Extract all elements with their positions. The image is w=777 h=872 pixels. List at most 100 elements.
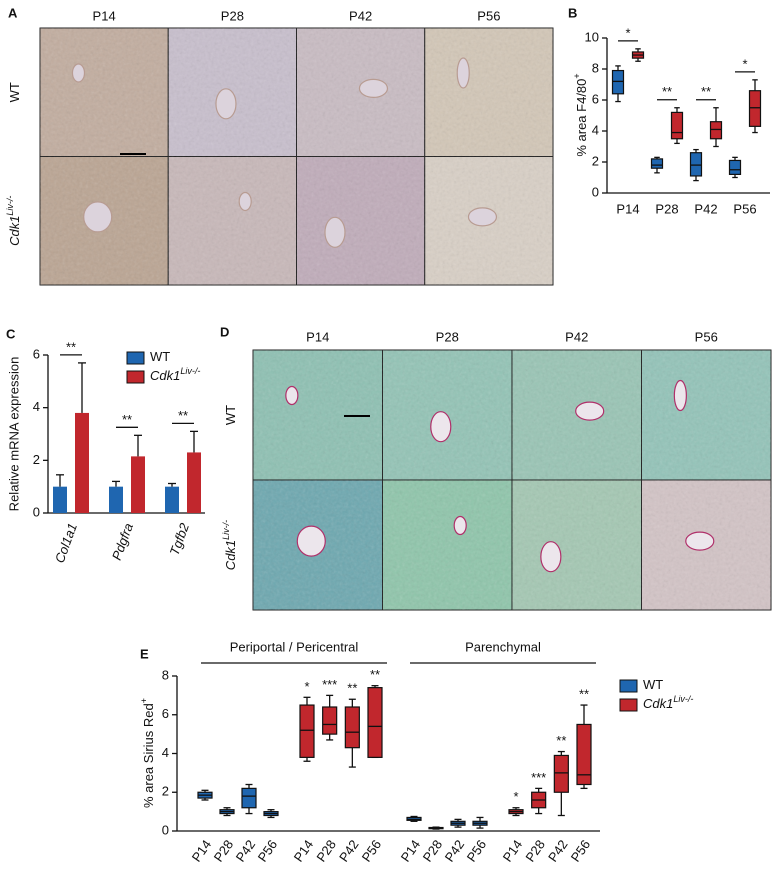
y-tick-label: 4 bbox=[592, 122, 599, 137]
vessel bbox=[453, 515, 467, 536]
x-tick-label: P14 bbox=[189, 837, 215, 865]
micrograph-texture bbox=[296, 156, 425, 285]
column-label: P56 bbox=[695, 329, 718, 344]
y-axis-label-base: % area F4/80 bbox=[574, 79, 589, 157]
legend-label-base: WT bbox=[150, 349, 170, 364]
box bbox=[748, 90, 762, 127]
legend-swatch bbox=[126, 370, 145, 384]
legend-label-base: Cdk1 bbox=[643, 696, 673, 711]
legend-label-sup: Liv-/- bbox=[180, 366, 200, 376]
y-tick-label: 2 bbox=[162, 784, 169, 799]
vessel bbox=[456, 57, 470, 89]
significance-label: *** bbox=[531, 770, 546, 785]
row-label-sup: Liv-/- bbox=[5, 196, 15, 216]
x-tick-label: P56 bbox=[359, 837, 385, 865]
y-tick-label: 0 bbox=[33, 504, 40, 519]
legend-label-base: Cdk1 bbox=[150, 368, 180, 383]
legend-label: Cdk1Liv-/- bbox=[643, 694, 693, 711]
panel-label: C bbox=[6, 326, 16, 341]
box bbox=[553, 754, 569, 793]
vessel bbox=[296, 525, 326, 557]
x-tick-label: P28 bbox=[522, 837, 548, 865]
x-tick-label: P14 bbox=[291, 837, 317, 865]
vessel bbox=[467, 207, 498, 227]
significance-label: ** bbox=[556, 733, 566, 748]
box bbox=[728, 159, 742, 175]
y-tick-label: 4 bbox=[33, 399, 40, 414]
legend-swatch bbox=[619, 698, 638, 712]
x-tick-label: P42 bbox=[442, 837, 468, 865]
vessel bbox=[575, 401, 605, 421]
significance-label: ** bbox=[122, 412, 132, 427]
y-tick-label: 4 bbox=[162, 745, 169, 760]
significance-label: ** bbox=[579, 687, 589, 702]
vessel bbox=[430, 411, 452, 443]
micrograph-texture bbox=[641, 350, 771, 480]
micrograph-texture bbox=[40, 28, 169, 157]
row-label-base: WT bbox=[223, 405, 238, 425]
box bbox=[709, 121, 723, 140]
y-axis-label: Relative mRNA expression bbox=[6, 357, 21, 512]
bar bbox=[75, 412, 89, 513]
box bbox=[670, 111, 684, 140]
vessel bbox=[83, 201, 113, 233]
column-label: P28 bbox=[221, 8, 244, 23]
significance-label: ** bbox=[662, 84, 672, 99]
significance-label: ** bbox=[701, 84, 711, 99]
box bbox=[650, 158, 664, 169]
x-tick-label: P42 bbox=[336, 837, 362, 865]
y-tick-label: 6 bbox=[162, 706, 169, 721]
x-tick-label: P14 bbox=[500, 837, 526, 865]
box bbox=[344, 706, 360, 749]
row-label: Cdk1Liv-/- bbox=[221, 520, 238, 570]
panel-label: B bbox=[568, 5, 577, 20]
significance-label: ** bbox=[370, 667, 380, 682]
y-tick-label: 0 bbox=[162, 822, 169, 837]
vessel bbox=[285, 385, 299, 406]
column-label: P42 bbox=[565, 329, 588, 344]
x-tick-label: Col1a1 bbox=[52, 521, 80, 565]
vessel bbox=[540, 541, 562, 573]
legend-label-base: WT bbox=[643, 677, 663, 692]
column-label: P56 bbox=[477, 8, 500, 23]
legend-label: WT bbox=[643, 677, 663, 692]
row-label-base: WT bbox=[7, 82, 22, 102]
y-tick-label: 2 bbox=[33, 452, 40, 467]
significance-label: * bbox=[625, 25, 630, 40]
box bbox=[576, 723, 592, 786]
x-tick-label: Tgfb2 bbox=[167, 520, 193, 557]
significance-label: * bbox=[304, 679, 309, 694]
vessel bbox=[358, 78, 389, 98]
vessel bbox=[324, 216, 346, 248]
legend-swatch bbox=[619, 679, 638, 693]
panel-label: E bbox=[140, 646, 149, 661]
x-tick-label: P56 bbox=[464, 837, 490, 865]
y-tick-label: 2 bbox=[592, 153, 599, 168]
y-tick-label: 6 bbox=[592, 91, 599, 106]
column-label: P28 bbox=[436, 329, 459, 344]
significance-label: * bbox=[742, 56, 747, 71]
x-tick-label: P42 bbox=[694, 201, 717, 216]
box bbox=[611, 69, 625, 95]
y-axis-label: % area F4/80+ bbox=[572, 73, 589, 156]
vessel bbox=[215, 88, 237, 120]
y-tick-label: 8 bbox=[162, 667, 169, 682]
box bbox=[299, 704, 315, 758]
row-label-base: Cdk1 bbox=[223, 540, 238, 570]
significance-label: ** bbox=[178, 408, 188, 423]
box bbox=[241, 787, 257, 809]
x-tick-label: P14 bbox=[616, 201, 639, 216]
panel-label: D bbox=[220, 324, 229, 339]
vessel bbox=[238, 191, 252, 212]
row-label: WT bbox=[7, 82, 22, 102]
x-tick-label: P56 bbox=[568, 837, 594, 865]
row-label-sup: Liv-/- bbox=[221, 520, 231, 540]
vessel bbox=[71, 63, 86, 83]
significance-label: ** bbox=[66, 339, 76, 354]
significance-label: * bbox=[513, 789, 518, 804]
y-tick-label: 6 bbox=[33, 346, 40, 361]
y-axis-label-sup: + bbox=[139, 698, 149, 703]
row-label: Cdk1Liv-/- bbox=[5, 196, 22, 246]
x-tick-label: Pdgfra bbox=[109, 521, 136, 562]
